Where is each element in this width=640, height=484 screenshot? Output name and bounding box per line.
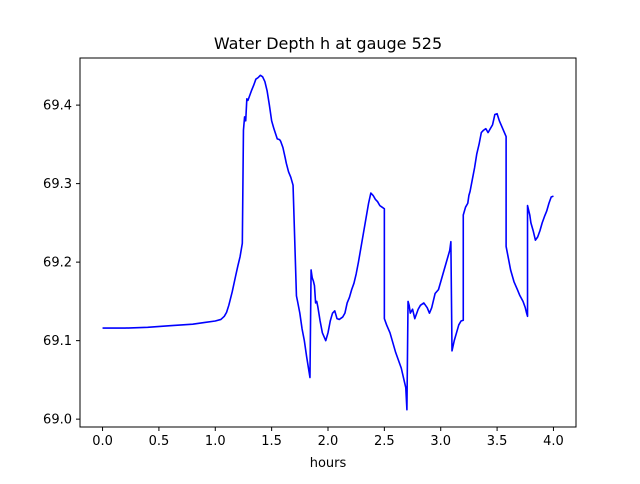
x-tick-label: 1.0 — [205, 434, 226, 449]
chart-title: Water Depth h at gauge 525 — [214, 34, 442, 53]
y-tick-label: 69.3 — [43, 177, 72, 192]
x-tick-label: 4.0 — [543, 434, 564, 449]
x-axis: 0.0 0.5 1.0 1.5 2.0 2.5 3.0 3.5 4.0 — [92, 427, 564, 449]
x-tick-label: 1.5 — [261, 434, 282, 449]
x-tick-label: 3.0 — [430, 434, 451, 449]
y-tick-label: 69.1 — [43, 334, 72, 349]
y-axis: 69.0 69.1 69.2 69.3 69.4 — [43, 99, 80, 428]
plot-area — [102, 74, 554, 411]
x-tick-label: 0.0 — [92, 434, 113, 449]
x-tick-label: 2.0 — [318, 434, 339, 449]
y-tick-label: 69.4 — [43, 99, 72, 114]
x-tick-label: 3.5 — [487, 434, 508, 449]
y-tick-label: 69.2 — [43, 256, 72, 271]
x-tick-label: 0.5 — [149, 434, 170, 449]
series-line-0 — [102, 74, 554, 411]
x-tick-label: 2.5 — [374, 434, 395, 449]
y-tick-label: 69.0 — [43, 413, 72, 428]
x-axis-label: hours — [310, 456, 347, 471]
